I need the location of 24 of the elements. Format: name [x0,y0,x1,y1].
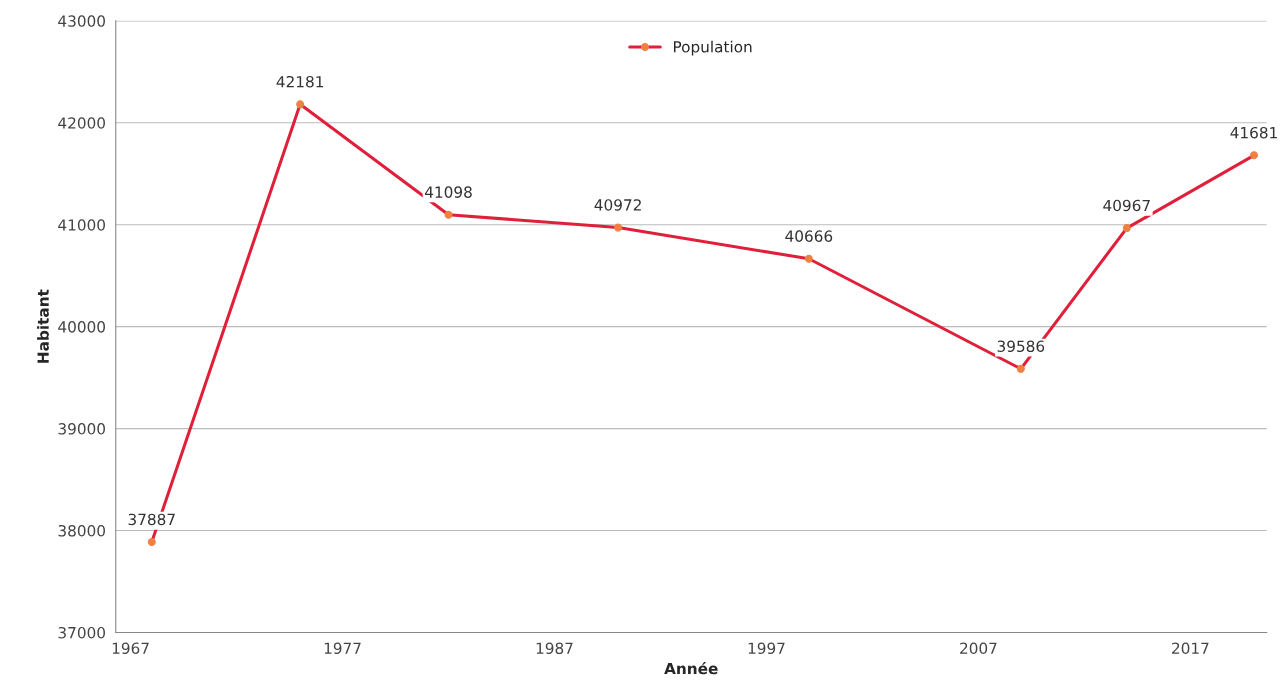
y-tick-label: 42000 [58,117,105,129]
x-tick-label: 1987 [536,642,573,654]
y-axis-title: Habitant [37,289,49,363]
x-tick-label: 1977 [324,642,361,654]
y-tick-label: 38000 [58,524,105,537]
x-tick-label: 2017 [1172,642,1209,654]
legend-label: Population [673,40,752,56]
y-tick-label: 41000 [58,219,105,231]
y-tick-label: 43000 [58,15,105,27]
x-axis-title: Année [664,661,718,675]
data-label: 40967 [1103,199,1150,212]
data-label: 40972 [594,199,641,211]
y-tick-label: 39000 [58,423,105,435]
data-label: 37887 [128,513,175,526]
data-label: 41098 [424,186,472,198]
data-label: 42181 [276,75,324,88]
data-label: 39586 [997,340,1045,352]
data-label: 41681 [1230,126,1277,139]
data-label: 40666 [785,230,833,242]
x-tick-label: 2007 [960,642,997,654]
y-tick-label: 40000 [58,321,105,333]
x-tick-label: 1997 [748,642,785,654]
y-tick-label: 37000 [58,626,105,639]
x-tick-label: 1967 [112,642,149,654]
